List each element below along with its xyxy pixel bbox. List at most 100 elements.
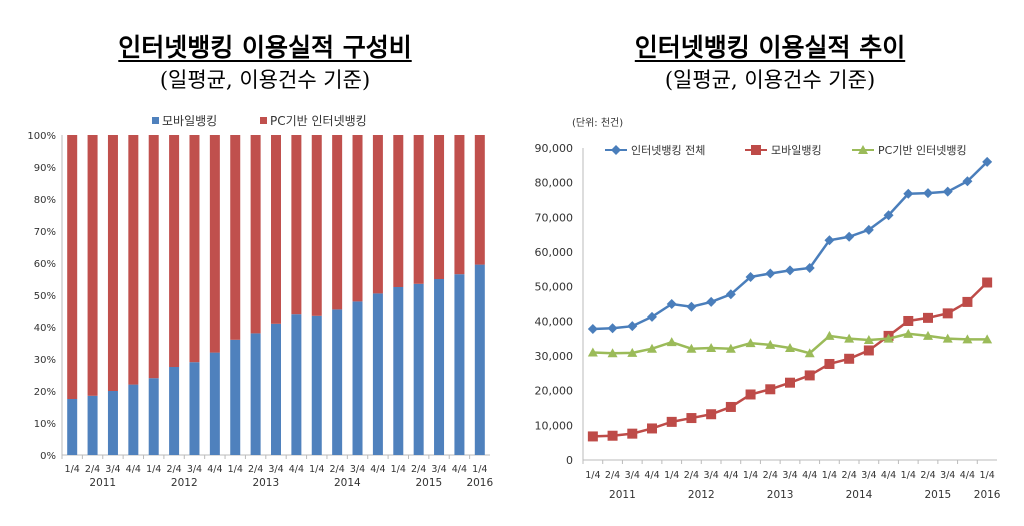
- point-total: [785, 265, 795, 276]
- point-pc: [942, 333, 953, 343]
- y-tick-label: 0%: [40, 451, 56, 462]
- y-tick-label: 70,000: [535, 211, 574, 224]
- point-total: [804, 262, 815, 273]
- bar-pc: [189, 135, 200, 363]
- year-label: 2015: [924, 489, 951, 501]
- bar-mobile: [311, 315, 322, 455]
- y-tick-label: 90%: [34, 163, 56, 174]
- y-tick-label: 20%: [34, 387, 56, 398]
- point-mobile: [627, 428, 638, 439]
- bar-mobile: [434, 279, 445, 455]
- x-tick-label: 1/4: [472, 464, 487, 475]
- bar-mobile: [128, 384, 139, 455]
- legend-marker: [751, 145, 761, 155]
- bar-mobile: [189, 362, 200, 455]
- bar-pc: [393, 135, 404, 287]
- y-tick-label: 0: [566, 454, 573, 467]
- point-mobile: [923, 312, 933, 323]
- point-total: [666, 299, 677, 309]
- x-tick-label: 1/4: [309, 464, 324, 475]
- year-label: 2016: [974, 489, 1001, 501]
- right-chart-subtitle: (일평균, 이용건수 기준): [664, 68, 876, 92]
- bar-mobile: [230, 339, 241, 455]
- point-total: [647, 311, 657, 322]
- bar-pc: [291, 135, 302, 315]
- point-mobile: [666, 416, 677, 427]
- x-tick-label: 1/4: [65, 464, 80, 475]
- point-total: [962, 176, 973, 187]
- point-mobile: [942, 308, 953, 319]
- point-total: [627, 321, 638, 332]
- point-pc: [627, 347, 638, 357]
- point-pc: [863, 335, 874, 345]
- point-pc: [883, 333, 894, 343]
- x-tick-label: 3/4: [940, 470, 955, 481]
- year-label: 2013: [767, 489, 794, 501]
- x-tick-label: 4/4: [370, 464, 385, 475]
- x-tick-label: 1/4: [664, 470, 679, 481]
- x-tick-label: 2/4: [763, 470, 778, 481]
- y-tick-label: 30,000: [535, 350, 574, 363]
- point-mobile: [804, 370, 815, 381]
- x-tick-label: 3/4: [782, 470, 797, 481]
- left-chart-subtitle: (일평균, 이용건수 기준): [159, 68, 371, 92]
- bar-mobile: [474, 264, 485, 455]
- point-pc: [706, 343, 717, 353]
- bar-mobile: [393, 287, 404, 455]
- point-total: [607, 323, 618, 334]
- y-tick-label: 10,000: [535, 419, 574, 432]
- x-tick-label: 3/4: [625, 470, 640, 481]
- point-mobile: [982, 277, 993, 288]
- y-tick-label: 20,000: [535, 385, 574, 398]
- x-tick-label: 2/4: [329, 464, 344, 475]
- bar-mobile: [332, 309, 343, 455]
- y-tick-label: 50,000: [535, 281, 574, 294]
- point-total: [824, 235, 835, 246]
- x-tick-label: 4/4: [126, 464, 141, 475]
- legend-marker: [611, 145, 621, 155]
- point-pc: [765, 339, 776, 349]
- bar-mobile: [250, 333, 261, 455]
- point-pc: [982, 334, 993, 344]
- point-mobile: [745, 389, 756, 400]
- point-total: [725, 289, 736, 300]
- bar-pc: [250, 135, 261, 334]
- bar-mobile: [352, 301, 363, 455]
- y-tick-label: 50%: [34, 291, 56, 302]
- bar-mobile: [209, 352, 220, 455]
- x-tick-label: 1/4: [743, 470, 758, 481]
- year-label: 2014: [334, 477, 361, 489]
- x-tick-label: 2/4: [248, 464, 263, 475]
- x-tick-label: 3/4: [187, 464, 202, 475]
- point-pc: [587, 347, 598, 357]
- right-chart-title: 인터넷뱅킹 이용실적 추이: [634, 33, 906, 62]
- x-tick-label: 4/4: [802, 470, 817, 481]
- x-tick-label: 3/4: [431, 464, 446, 475]
- x-tick-label: 3/4: [703, 470, 718, 481]
- year-label: 2012: [171, 477, 198, 489]
- year-label: 2016: [466, 477, 493, 489]
- x-tick-label: 4/4: [452, 464, 467, 475]
- x-tick-label: 2/4: [166, 464, 181, 475]
- bar-pc: [311, 135, 322, 316]
- point-pc: [903, 328, 914, 338]
- bar-pc: [230, 135, 241, 340]
- point-pc: [804, 348, 815, 358]
- point-mobile: [785, 377, 795, 388]
- point-mobile: [647, 423, 657, 434]
- bar-pc: [169, 135, 180, 367]
- x-tick-label: 1/4: [979, 470, 994, 481]
- point-total: [903, 188, 914, 199]
- point-total: [923, 188, 933, 199]
- y-tick-label: 100%: [27, 131, 56, 142]
- bar-mobile: [454, 274, 465, 455]
- point-mobile: [686, 413, 697, 424]
- x-tick-label: 4/4: [723, 470, 738, 481]
- point-mobile: [863, 345, 874, 356]
- x-tick-label: 3/4: [268, 464, 283, 475]
- point-pc: [962, 334, 973, 344]
- y-tick-label: 40,000: [535, 315, 574, 328]
- y-tick-label: 80,000: [535, 177, 574, 190]
- bar-pc: [372, 135, 383, 294]
- x-tick-label: 1/4: [822, 470, 837, 481]
